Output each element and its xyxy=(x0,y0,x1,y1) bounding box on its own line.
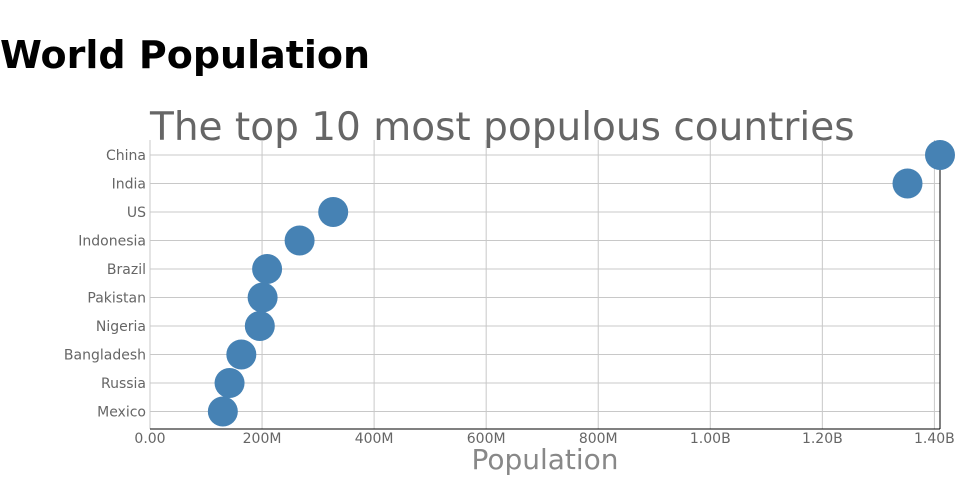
x-tick-label-2: 400M xyxy=(355,431,394,447)
x-tick-label-7: 1.40B xyxy=(914,431,955,447)
data-point-bangladesh xyxy=(226,339,257,370)
y-tick-label-0: China xyxy=(106,148,146,164)
y-tick-label-9: Mexico xyxy=(97,405,146,421)
data-point-china xyxy=(925,140,955,170)
x-tick-label-3: 600M xyxy=(467,431,506,447)
y-tick-label-4: Brazil xyxy=(107,262,146,278)
x-tick-label-5: 1.00B xyxy=(690,431,731,447)
x-axis-ticks: 0.00 200M 400M 600M 800M 1.00B 1.20B 1.40B xyxy=(134,431,954,447)
y-tick-label-7: Bangladesh xyxy=(64,348,146,364)
page-title: World Population xyxy=(0,33,371,77)
data-point-pakistan xyxy=(247,282,278,313)
data-point-brazil xyxy=(252,254,283,284)
y-axis-ticks: China India US Indonesia Brazil Pakistan Niger… xyxy=(64,148,146,421)
chart-title: The top 10 most populous countries xyxy=(149,105,855,150)
y-tick-label-6: Nigeria xyxy=(96,319,146,335)
y-tick-label-2: US xyxy=(127,205,146,221)
x-tick-label-1: 200M xyxy=(243,431,282,447)
y-tick-label-8: Russia xyxy=(101,376,146,392)
data-point-russia xyxy=(214,368,245,398)
y-tick-label-1: India xyxy=(112,177,146,193)
data-point-indonesia xyxy=(284,225,315,256)
y-tick-label-3: Indonesia xyxy=(78,234,146,250)
data-point-nigeria xyxy=(244,311,275,341)
data-points xyxy=(207,140,955,427)
x-axis-title: Population xyxy=(471,443,618,476)
x-tick-label-6: 1.20B xyxy=(802,431,843,447)
x-tick-label-0: 0.00 xyxy=(134,431,165,447)
data-point-us xyxy=(318,197,349,227)
x-tick-label-4: 800M xyxy=(579,431,618,447)
data-point-mexico xyxy=(207,396,238,427)
data-point-india xyxy=(892,168,923,199)
grid xyxy=(149,140,940,429)
y-tick-label-5: Pakistan xyxy=(87,291,146,307)
